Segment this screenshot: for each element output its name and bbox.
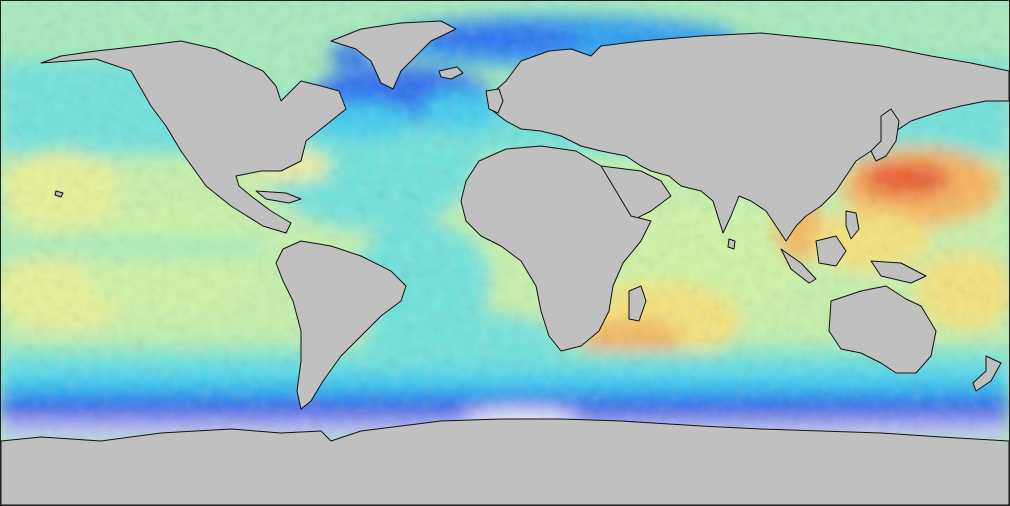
new-zealand <box>972 355 1002 392</box>
madagascar <box>628 285 647 322</box>
land-masses <box>1 20 1009 505</box>
eurasia <box>488 32 1009 242</box>
north-america <box>40 40 347 234</box>
borneo <box>815 235 847 267</box>
new-guinea <box>870 260 927 284</box>
australia <box>828 285 937 374</box>
sumatra <box>780 248 817 284</box>
caribbean-islands <box>255 190 302 204</box>
south-america <box>275 240 407 410</box>
philippines <box>845 210 860 240</box>
hawaii <box>54 190 64 198</box>
great-britain <box>485 88 504 114</box>
greenland <box>330 20 457 90</box>
japan <box>870 108 900 162</box>
iceland <box>438 66 464 80</box>
africa <box>460 145 652 352</box>
antarctica <box>1 418 1009 505</box>
sri-lanka <box>727 238 736 250</box>
